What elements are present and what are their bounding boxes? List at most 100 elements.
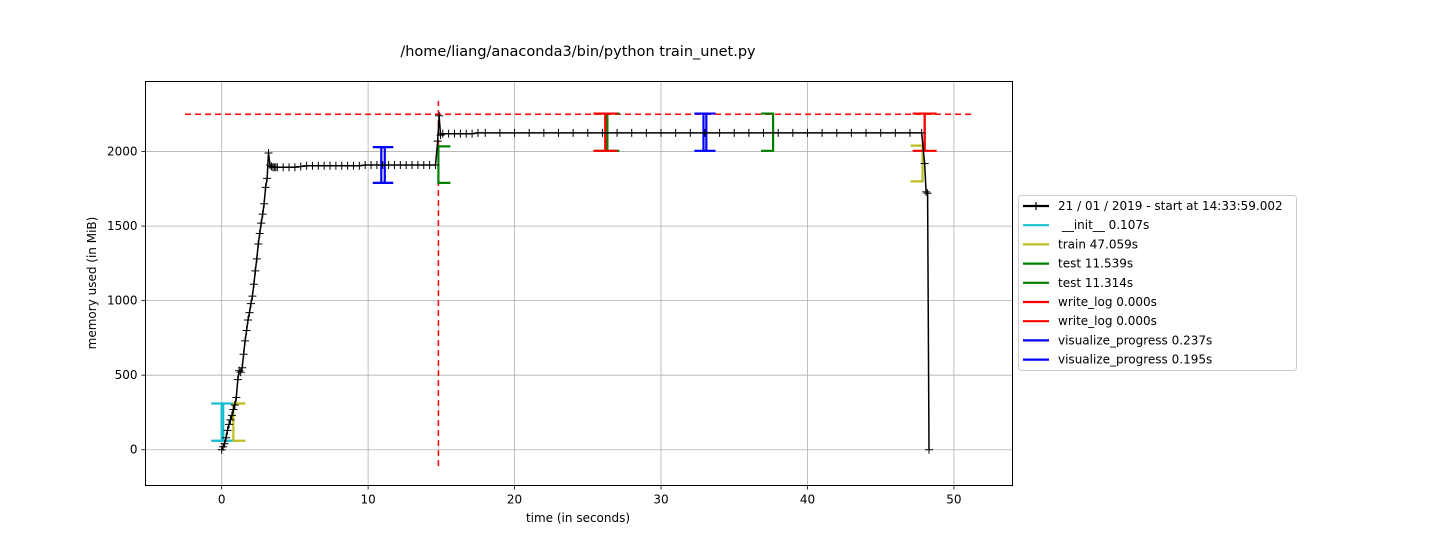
data-point-marker — [245, 308, 254, 317]
data-point-marker — [925, 445, 934, 454]
bracket-end — [211, 402, 225, 442]
y-tick-label: 0 — [130, 443, 138, 457]
data-point-marker — [226, 415, 235, 424]
data-point-marker — [481, 128, 490, 137]
legend-label: write_log 0.000s — [1058, 295, 1157, 309]
legend-label: train 47.059s — [1058, 237, 1138, 251]
data-point-marker — [642, 128, 651, 137]
data-point-marker — [473, 128, 482, 137]
data-point-marker — [238, 363, 247, 372]
data-point-marker — [818, 128, 827, 137]
legend-label: visualize_progress 0.195s — [1058, 353, 1212, 367]
chart-title: /home/liang/anaconda3/bin/python train_u… — [400, 44, 756, 60]
legend-marker — [1032, 202, 1040, 210]
data-point-marker — [803, 128, 812, 137]
data-point-marker — [686, 128, 695, 137]
data-point-marker — [613, 128, 622, 137]
data-point-marker — [241, 336, 250, 345]
bracket-end — [912, 112, 926, 152]
data-point-marker — [257, 219, 266, 228]
data-point-marker — [510, 128, 519, 137]
legend: 21 / 01 / 2019 - start at 14:33:59.002 _… — [1018, 195, 1297, 371]
data-point-marker — [252, 254, 261, 263]
data-point-marker — [236, 368, 245, 377]
data-point-marker — [254, 239, 263, 248]
x-tick-label: 50 — [946, 493, 961, 507]
bracket-start — [220, 402, 234, 442]
y-axis-label: memory used (in MiB) — [85, 217, 99, 350]
data-point-marker — [255, 229, 264, 238]
data-point-marker — [774, 128, 783, 137]
legend-label: write_log 0.000s — [1058, 314, 1157, 328]
data-point-marker — [224, 420, 233, 429]
data-point-marker — [832, 128, 841, 137]
bracket-write-log-0-000s — [912, 112, 937, 152]
data-point-marker — [525, 128, 534, 137]
data-point-marker — [671, 128, 680, 137]
data-point-marker — [223, 426, 232, 435]
data-point-marker — [923, 189, 932, 198]
y-tick-label: 1000 — [107, 294, 138, 308]
y-tick-label: 1500 — [107, 219, 138, 233]
data-point-marker — [261, 183, 270, 192]
legend-label: 21 / 01 / 2019 - start at 14:33:59.002 — [1058, 199, 1283, 213]
y-tick-label: 500 — [115, 368, 138, 382]
x-tick-label: 10 — [360, 493, 375, 507]
data-point-marker — [627, 128, 636, 137]
data-point-marker — [264, 149, 273, 158]
data-point-marker — [229, 405, 238, 414]
data-point-marker — [248, 292, 257, 301]
x-tick-label: 20 — [507, 493, 522, 507]
data-point-marker — [569, 128, 578, 137]
data-point-marker — [554, 128, 563, 137]
data-point-marker — [715, 128, 724, 137]
data-point-marker — [290, 163, 299, 172]
plot-area — [145, 81, 1013, 486]
data-point-marker — [246, 299, 255, 308]
data-point-marker — [744, 128, 753, 137]
data-point-marker — [730, 128, 739, 137]
data-point-marker — [583, 128, 592, 137]
data-point-marker — [876, 128, 885, 137]
data-point-marker — [263, 174, 272, 183]
legend-box — [1018, 195, 1297, 371]
data-point-marker — [468, 129, 477, 138]
legend-label: test 11.314s — [1058, 276, 1133, 290]
data-point-marker — [220, 439, 229, 448]
data-point-marker — [657, 128, 666, 137]
legend-label: __init__ 0.107s — [1058, 218, 1149, 232]
data-point-marker — [700, 128, 709, 137]
axes-frame — [145, 81, 1013, 486]
data-point-marker — [222, 433, 231, 442]
data-point-marker — [847, 128, 856, 137]
x-tick-label: 40 — [800, 493, 815, 507]
data-point-marker — [862, 128, 871, 137]
data-point-marker — [905, 128, 914, 137]
data-point-marker — [258, 210, 267, 219]
x-axis-ticks: 0 10 20 30 40 50 — [218, 485, 962, 507]
data-point-marker — [435, 111, 444, 120]
data-point-marker — [232, 393, 241, 402]
x-tick-label: 30 — [653, 493, 668, 507]
legend-label: test 11.539s — [1058, 257, 1133, 271]
data-point-marker — [355, 161, 364, 170]
data-point-marker — [227, 411, 236, 420]
data-point-marker — [233, 375, 242, 384]
y-axis-ticks: 0 500 1000 1500 2000 — [107, 145, 146, 457]
data-point-marker — [230, 400, 239, 409]
grid-lines — [145, 81, 1013, 486]
data-point-marker — [249, 280, 258, 289]
y-tick-label: 2000 — [107, 145, 138, 159]
data-point-marker — [759, 128, 768, 137]
x-tick-label: 0 — [218, 493, 226, 507]
memory-series — [217, 111, 934, 454]
data-point-marker — [539, 128, 548, 137]
data-point-marker — [433, 137, 442, 146]
data-point-marker — [917, 128, 926, 137]
bracket-start — [232, 402, 246, 442]
data-point-marker — [242, 326, 251, 335]
data-point-marker — [920, 159, 929, 168]
x-axis-label: time (in seconds) — [526, 511, 630, 525]
data-point-marker — [244, 316, 253, 325]
